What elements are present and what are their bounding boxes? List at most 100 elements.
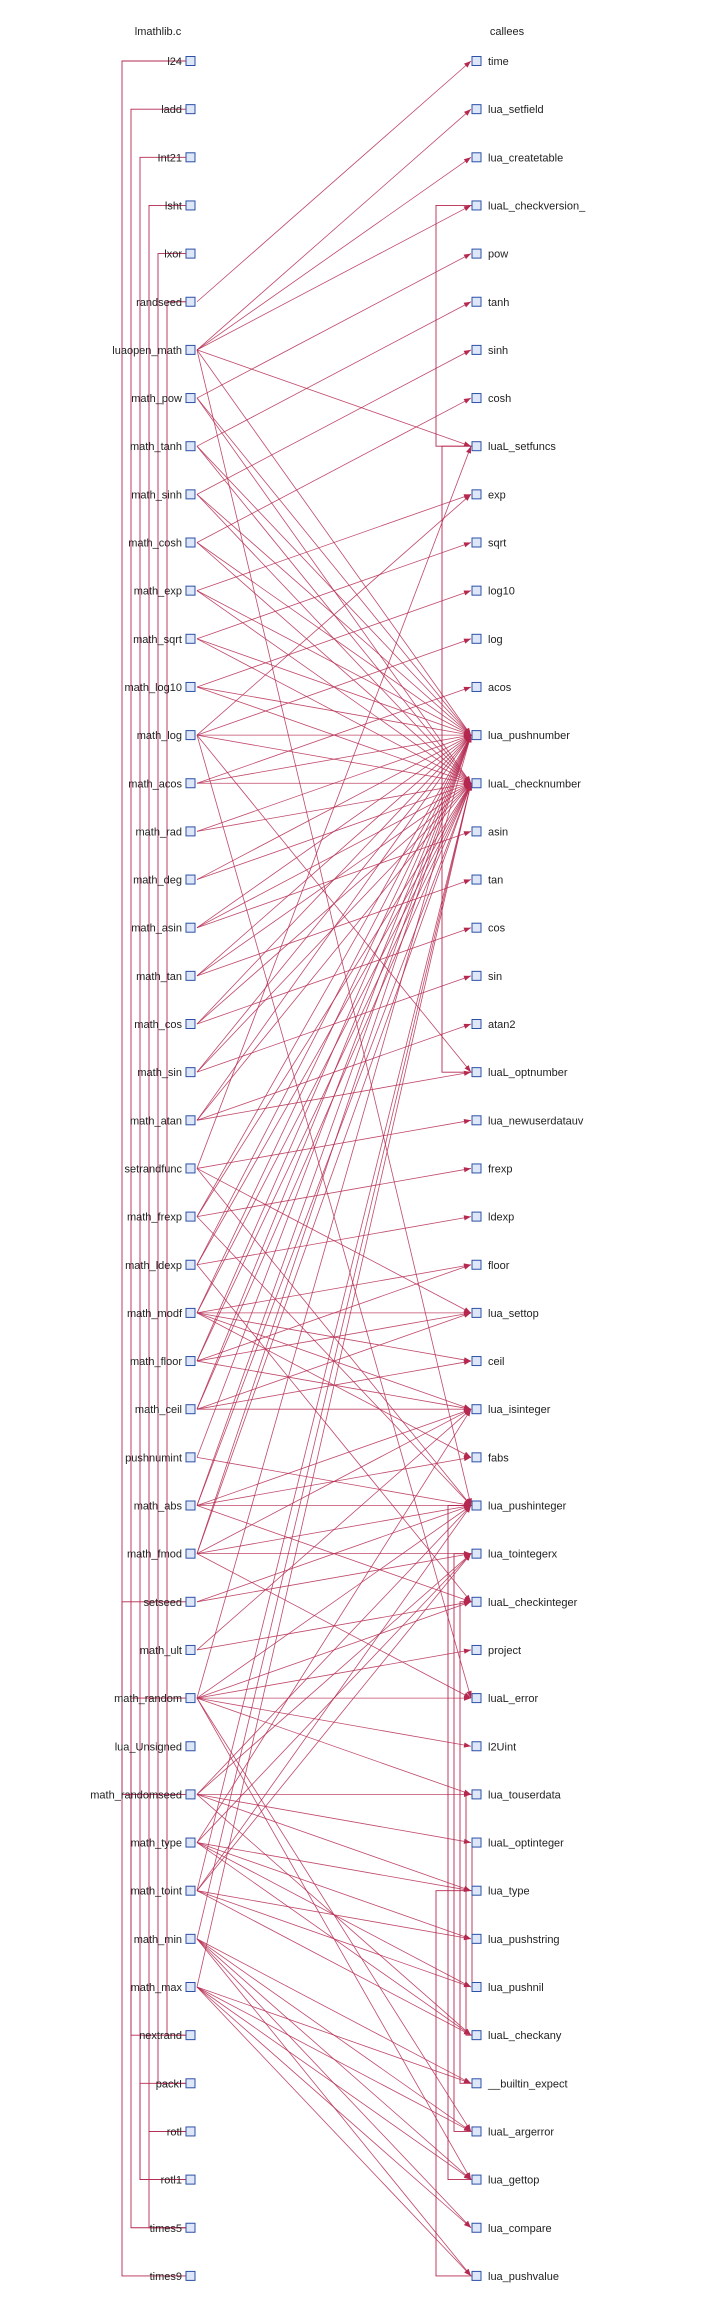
callee-node-luaL_optinteger[interactable]: luaL_optinteger — [471, 1837, 564, 1850]
node-box — [185, 344, 196, 355]
callee-node-cos[interactable]: cos — [471, 922, 506, 935]
caller-node-rotl[interactable]: rotl — [167, 2126, 196, 2138]
callee-node-tanh[interactable]: tanh — [471, 296, 509, 309]
caller-node-nextrand[interactable]: nextrand — [139, 2030, 196, 2042]
callee-node-log[interactable]: log — [471, 633, 503, 646]
caller-node-pushnumint[interactable]: pushnumint — [125, 1452, 196, 1464]
call-edge — [196, 1505, 472, 1699]
callee-node-log10[interactable]: log10 — [471, 585, 515, 598]
caller-node-math_ceil[interactable]: math_ceil — [135, 1404, 196, 1416]
callee-node-luaL_argerror[interactable]: luaL_argerror — [471, 2126, 554, 2138]
callee-node-fabs[interactable]: fabs — [471, 1452, 509, 1464]
callee-node-l2Uint[interactable]: l2Uint — [471, 1741, 516, 1753]
caller-node-math_ult[interactable]: math_ult — [140, 1644, 196, 1657]
caller-node-math_fmod[interactable]: math_fmod — [127, 1548, 196, 1561]
callee-node-atan2[interactable]: atan2 — [471, 1019, 516, 1031]
callee-node-sinh[interactable]: sinh — [471, 344, 508, 357]
caller-node-lxor[interactable]: lxor — [164, 248, 196, 261]
callee-node-sin[interactable]: sin — [471, 970, 502, 983]
callee-node-exp[interactable]: exp — [471, 489, 506, 501]
caller-node-setrandfunc[interactable]: setrandfunc — [125, 1163, 196, 1175]
caller-node-ladd[interactable]: ladd — [161, 104, 196, 116]
callee-node-lua_setfield[interactable]: lua_setfield — [471, 104, 544, 116]
caller-node-math_pow[interactable]: math_pow — [131, 393, 196, 405]
caller-node-times5[interactable]: times5 — [150, 2222, 196, 2235]
callee-node-lua_pushstring[interactable]: lua_pushstring — [471, 1933, 560, 1946]
callee-node-lua_compare[interactable]: lua_compare — [471, 2222, 552, 2235]
callee-node-__builtin_expect[interactable]: __builtin_expect — [471, 2078, 568, 2090]
caller-node-math_randomseed[interactable]: math_randomseed — [90, 1789, 196, 1801]
caller-node-luaopen_math[interactable]: luaopen_math — [112, 344, 196, 357]
caller-tree-line — [130, 1697, 186, 2036]
callee-node-ceil[interactable]: ceil — [471, 1356, 505, 1368]
callee-node-tan[interactable]: tan — [471, 874, 503, 887]
caller-node-math_sqrt[interactable]: math_sqrt — [133, 633, 196, 646]
callee-node-lua_pushnil[interactable]: lua_pushnil — [471, 1982, 544, 1994]
callee-node-luaL_checknumber[interactable]: luaL_checknumber — [471, 778, 581, 790]
callee-node-lua_pushvalue[interactable]: lua_pushvalue — [471, 2270, 559, 2283]
caller-node-math_sinh[interactable]: math_sinh — [131, 489, 196, 501]
callee-node-lua_gettop[interactable]: lua_gettop — [471, 2174, 539, 2187]
caller-node-math_cos[interactable]: math_cos — [134, 1019, 196, 1031]
caller-node-math_abs[interactable]: math_abs — [134, 1500, 196, 1513]
caller-node-math_toint[interactable]: math_toint — [131, 1885, 196, 1898]
callee-node-luaL_setfuncs[interactable]: luaL_setfuncs — [471, 441, 556, 453]
caller-label: math_sinh — [131, 489, 182, 501]
caller-node-lua_Unsigned[interactable]: lua_Unsigned — [115, 1741, 196, 1753]
caller-node-math_tan[interactable]: math_tan — [136, 970, 196, 983]
callee-node-lua_newuserdatauv[interactable]: lua_newuserdatauv — [471, 1115, 584, 1127]
callee-node-lua_tointegerx[interactable]: lua_tointegerx — [471, 1548, 558, 1561]
callee-node-lua_createtable[interactable]: lua_createtable — [471, 152, 563, 164]
callee-node-lua_settop[interactable]: lua_settop — [471, 1307, 539, 1320]
callee-node-project[interactable]: project — [471, 1644, 521, 1657]
caller-node-rotl1[interactable]: rotl1 — [161, 2174, 196, 2187]
caller-node-math_atan[interactable]: math_atan — [130, 1115, 196, 1127]
callee-node-time[interactable]: time — [471, 56, 509, 68]
caller-node-math_exp[interactable]: math_exp — [134, 585, 196, 598]
callee-node-lua_isinteger[interactable]: lua_isinteger — [471, 1404, 551, 1416]
caller-node-math_sin[interactable]: math_sin — [137, 1067, 196, 1079]
caller-node-math_type[interactable]: math_type — [131, 1837, 196, 1850]
caller-node-randseed[interactable]: randseed — [136, 296, 196, 309]
callee-node-lua_pushinteger[interactable]: lua_pushinteger — [471, 1500, 567, 1513]
caller-node-math_cosh[interactable]: math_cosh — [128, 537, 196, 550]
callee-node-lua_touserdata[interactable]: lua_touserdata — [471, 1789, 562, 1801]
caller-node-packI[interactable]: packI — [156, 2078, 196, 2090]
caller-node-math_log[interactable]: math_log — [137, 730, 196, 742]
callee-node-luaL_checkany[interactable]: luaL_checkany — [471, 2030, 562, 2042]
callee-node-lua_pushnumber[interactable]: lua_pushnumber — [471, 730, 570, 742]
callee-node-luaL_optnumber[interactable]: luaL_optnumber — [471, 1067, 568, 1079]
caller-node-lsht[interactable]: lsht — [165, 200, 196, 212]
callee-node-luaL_checkversion_[interactable]: luaL_checkversion_ — [471, 200, 586, 212]
callee-node-sqrt[interactable]: sqrt — [471, 537, 506, 550]
caller-node-math_max[interactable]: math_max — [131, 1982, 196, 1994]
caller-node-math_random[interactable]: math_random — [114, 1693, 196, 1705]
caller-node-math_floor[interactable]: math_floor — [130, 1356, 196, 1368]
caller-node-times9[interactable]: times9 — [150, 2270, 196, 2283]
caller-node-l24[interactable]: l24 — [167, 56, 196, 68]
callee-node-luaL_error[interactable]: luaL_error — [471, 1693, 538, 1705]
caller-label: math_asin — [131, 923, 182, 935]
callee-node-luaL_checkinteger[interactable]: luaL_checkinteger — [471, 1596, 578, 1609]
caller-node-math_modf[interactable]: math_modf — [127, 1307, 196, 1320]
callee-node-cosh[interactable]: cosh — [471, 393, 511, 405]
caller-node-math_deg[interactable]: math_deg — [133, 874, 196, 887]
caller-node-math_acos[interactable]: math_acos — [128, 778, 196, 790]
callee-node-pow[interactable]: pow — [471, 248, 508, 261]
caller-node-math_min[interactable]: math_min — [134, 1933, 196, 1946]
callee-node-lua_type[interactable]: lua_type — [471, 1885, 530, 1898]
caller-node-math_ldexp[interactable]: math_ldexp — [125, 1259, 196, 1272]
caller-node-math_tanh[interactable]: math_tanh — [130, 441, 196, 453]
caller-node-math_asin[interactable]: math_asin — [131, 922, 196, 935]
callee-node-frexp[interactable]: frexp — [471, 1163, 512, 1175]
caller-node-math_rad[interactable]: math_rad — [136, 826, 196, 838]
caller-node-math_frexp[interactable]: math_frexp — [127, 1211, 196, 1224]
node-box — [471, 1019, 482, 1029]
callee-node-acos[interactable]: acos — [471, 681, 512, 694]
callee-node-floor[interactable]: floor — [471, 1259, 510, 1272]
caller-node-Int21[interactable]: Int21 — [158, 152, 196, 164]
caller-node-math_log10[interactable]: math_log10 — [125, 681, 196, 694]
callee-node-asin[interactable]: asin — [471, 826, 508, 838]
caller-node-setseed[interactable]: setseed — [143, 1596, 196, 1609]
callee-node-ldexp[interactable]: ldexp — [471, 1211, 514, 1224]
